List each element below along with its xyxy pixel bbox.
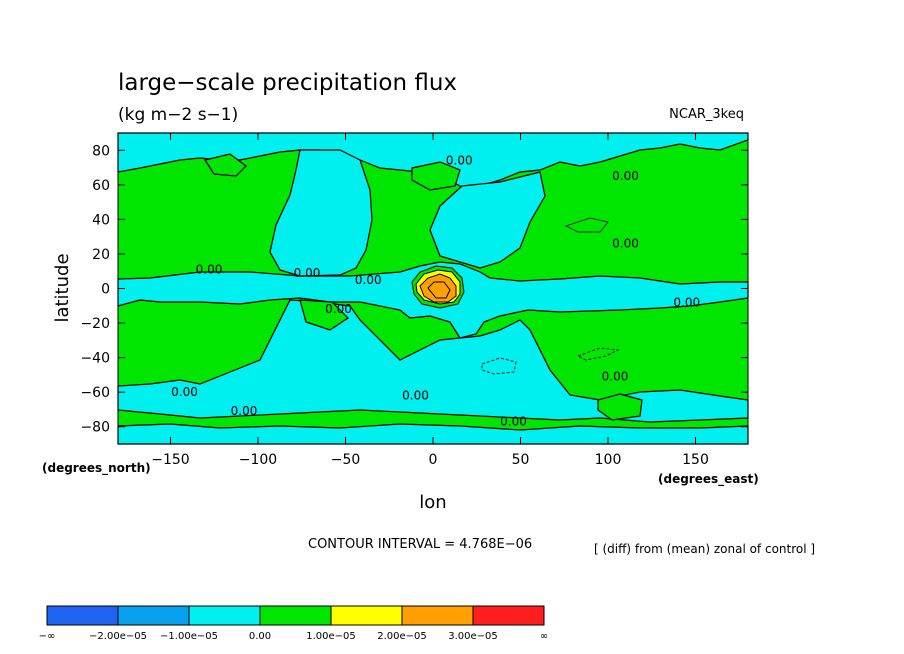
colorbar-swatch	[401, 605, 474, 626]
colorbar-label: 0.00	[249, 631, 271, 642]
equatorial-maximum	[411, 265, 465, 309]
colorbar-label: 2.00e−05	[377, 631, 427, 642]
thin-contour	[564, 217, 609, 233]
y-tick-label: 60	[92, 178, 110, 194]
x-tick-label: 0	[429, 452, 438, 468]
x-tick-label: −50	[331, 452, 361, 468]
max-contour-inner	[427, 281, 451, 299]
y-units-label: (degrees_north)	[42, 461, 151, 476]
contour-label: 0.00	[446, 154, 473, 168]
contour-label: 0.00	[355, 273, 382, 287]
x-tick-label: 150	[682, 452, 709, 468]
x-axis-title: lon	[419, 492, 446, 513]
y-tick-label: −60	[80, 385, 110, 401]
east-tongue	[429, 171, 546, 269]
diff-note: [ (diff) from (mean) zonal of control ]	[594, 542, 815, 556]
colorbar-label: −2.00e−05	[89, 631, 147, 642]
colorbar-swatch	[46, 605, 119, 626]
colorbar-label: ∞	[540, 631, 548, 642]
colorbar-label: −1.00e−05	[160, 631, 218, 642]
thin-contours	[564, 217, 609, 233]
colorbar-label: 3.00e−05	[448, 631, 498, 642]
island-north-west	[204, 153, 247, 177]
colorbar: −∞ −2.00e−05 −1.00e−05 0.00 1.00e−05 2.00e−05…	[39, 605, 548, 642]
island-east-small	[597, 393, 643, 421]
y-tick-label: −40	[80, 351, 110, 367]
contour-label: 0.00	[612, 169, 639, 183]
colorbar-swatch	[259, 605, 332, 626]
south-band	[117, 299, 749, 423]
y-tick-label: 20	[92, 247, 110, 263]
colorbar-swatch	[117, 605, 190, 626]
model-label: NCAR_3keq	[669, 107, 744, 122]
contour-label: 0.00	[196, 262, 223, 276]
x-tick-label: 50	[512, 452, 530, 468]
y-tick-label: 0	[101, 282, 110, 298]
colorbar-swatch	[330, 605, 403, 626]
colorbar-swatch	[188, 605, 261, 626]
contour-labels: 0.00 0.00 0.00 0.00 0.00 0.00 0.00 0.00 0.00 0.00…	[171, 154, 700, 429]
contour-label: 0.00	[294, 266, 321, 280]
island-south-center	[299, 299, 349, 331]
y-tick-label: 40	[92, 212, 110, 228]
positive-islands	[204, 153, 643, 421]
chart-title: large−scale precipitation flux	[118, 70, 457, 96]
contour-label: 0.00	[500, 415, 527, 429]
contour-label: 0.00	[171, 385, 198, 399]
y-tick-label: 80	[92, 143, 110, 159]
colorbar-swatch	[472, 605, 545, 626]
island-north-small	[411, 161, 461, 191]
contour-label: 0.00	[673, 295, 700, 309]
x-tick-label: −100	[239, 452, 277, 468]
dashed-contour	[576, 347, 620, 361]
contour-label: 0.00	[602, 370, 629, 384]
y-tick-label: −80	[80, 420, 110, 436]
contour-label: 0.00	[612, 237, 639, 251]
contour-label: 0.00	[325, 302, 352, 316]
x-units-label: (degrees_east)	[658, 472, 759, 487]
y-tick-label: −20	[80, 316, 110, 332]
x-tick-label: 100	[595, 452, 622, 468]
contour-label: 0.00	[231, 404, 258, 418]
colorbar-label: −∞	[39, 631, 56, 642]
colorbar-label: 1.00e−05	[306, 631, 356, 642]
central-tongue	[269, 149, 373, 277]
x-axis: −150 −100 −50 0 50 100 150	[151, 133, 709, 468]
contour-label: 0.00	[402, 389, 429, 403]
contour-interval: CONTOUR INTERVAL = 4.768E−06	[308, 537, 532, 552]
dashed-contour	[481, 357, 517, 375]
dashed-contours	[481, 347, 620, 375]
y-axis: 80 60 40 20 0 −20 −40 −60 −80	[80, 143, 748, 436]
y-axis-title: latitude	[52, 253, 73, 322]
x-tick-label: −150	[151, 452, 189, 468]
chart-units: (kg m−2 s−1)	[118, 105, 238, 125]
